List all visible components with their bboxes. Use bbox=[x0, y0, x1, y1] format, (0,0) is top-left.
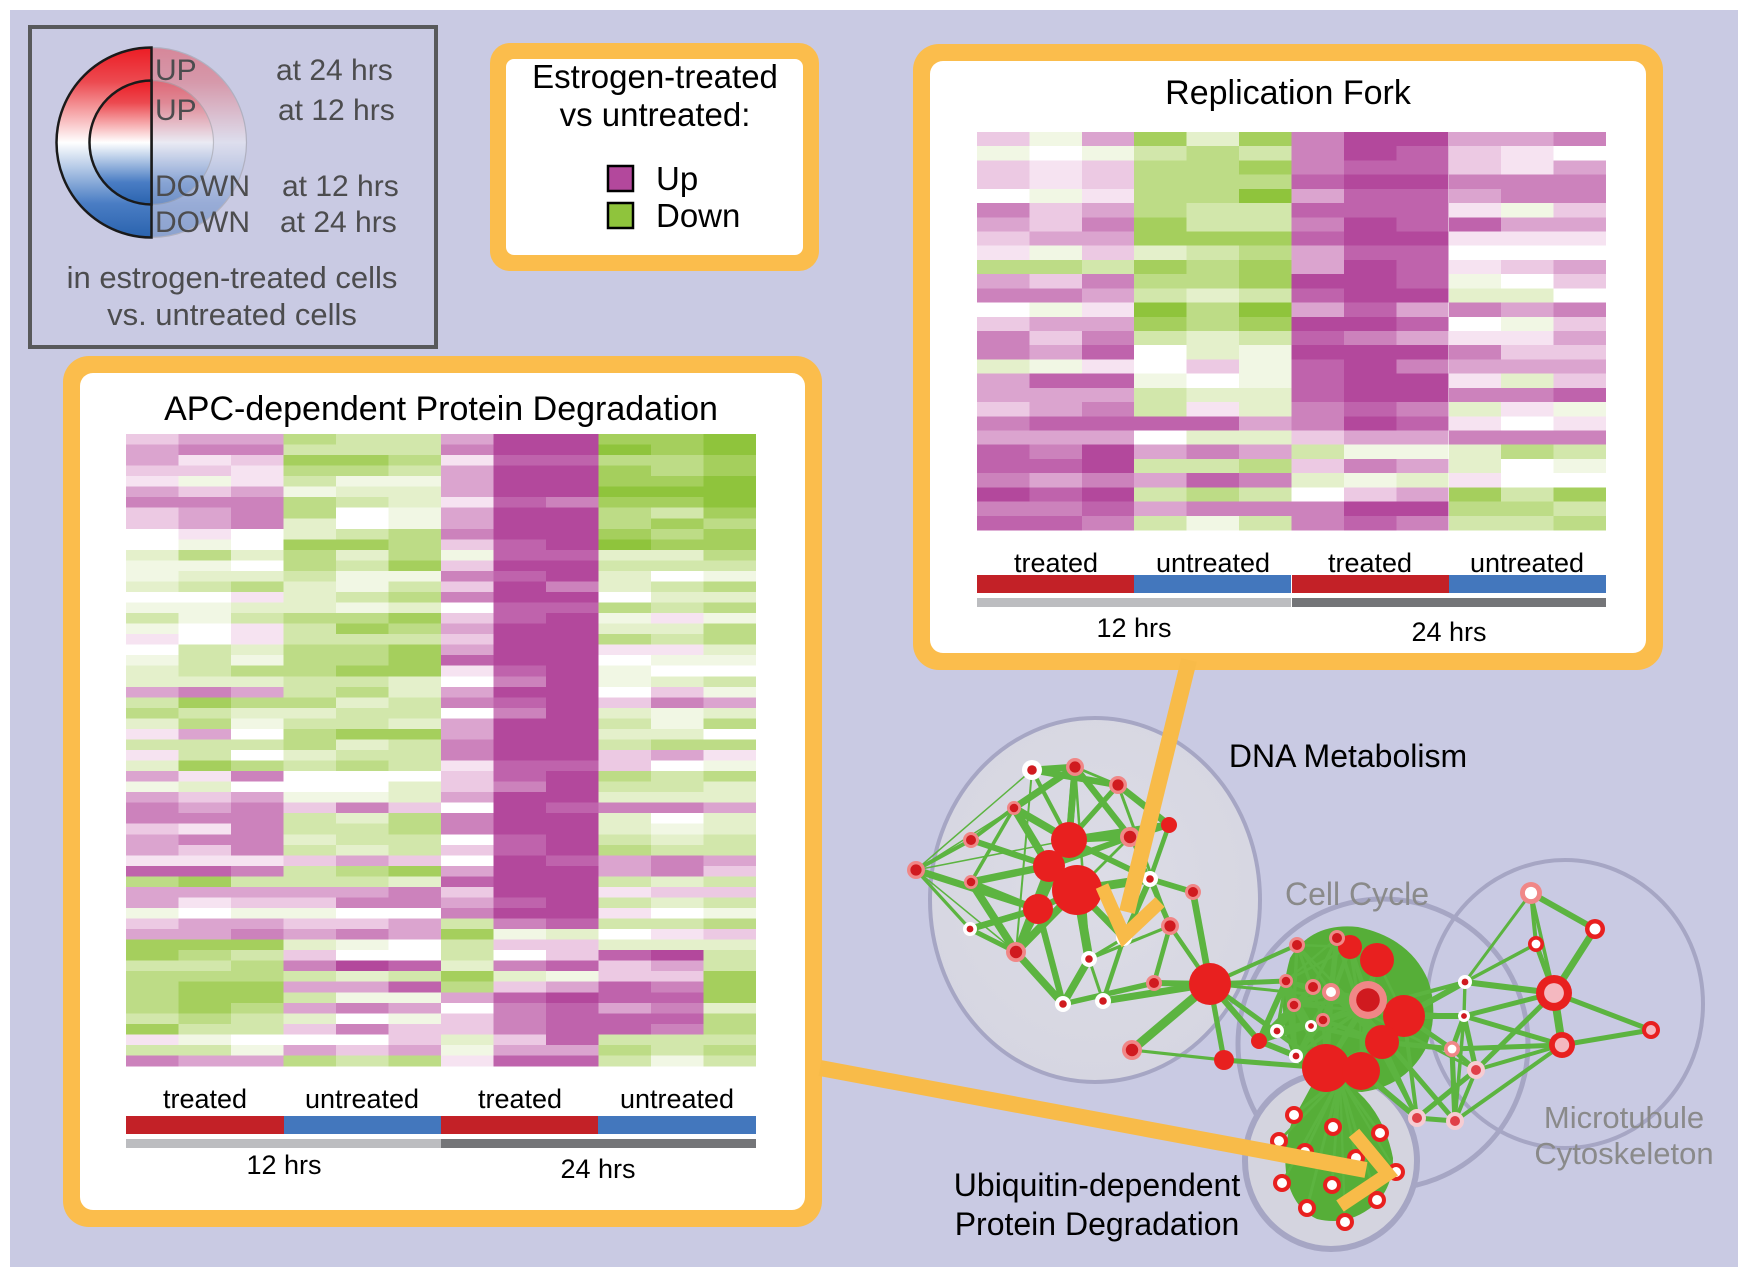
svg-text:Ubiquitin-dependent: Ubiquitin-dependent bbox=[954, 1167, 1241, 1203]
svg-text:12 hrs: 12 hrs bbox=[246, 1150, 321, 1180]
svg-text:in estrogen-treated cells: in estrogen-treated cells bbox=[67, 260, 398, 295]
svg-text:12 hrs: 12 hrs bbox=[1096, 613, 1171, 643]
svg-text:Down: Down bbox=[656, 197, 740, 234]
svg-text:Replication Fork: Replication Fork bbox=[1165, 74, 1412, 112]
svg-text:at 24 hrs: at 24 hrs bbox=[276, 54, 393, 87]
svg-text:vs. untreated cells: vs. untreated cells bbox=[107, 297, 357, 332]
svg-text:24 hrs: 24 hrs bbox=[1411, 617, 1486, 647]
svg-text:at 12 hrs: at 12 hrs bbox=[282, 170, 399, 203]
svg-text:untreated: untreated bbox=[620, 1084, 734, 1114]
svg-text:DOWN: DOWN bbox=[155, 170, 250, 203]
svg-text:Protein Degradation: Protein Degradation bbox=[955, 1206, 1240, 1242]
svg-text:at 12 hrs: at 12 hrs bbox=[278, 94, 395, 127]
svg-text:UP: UP bbox=[155, 94, 197, 127]
svg-text:Cytoskeleton: Cytoskeleton bbox=[1534, 1136, 1713, 1171]
svg-text:untreated: untreated bbox=[1156, 548, 1270, 578]
svg-text:treated: treated bbox=[163, 1084, 247, 1114]
svg-text:24 hrs: 24 hrs bbox=[560, 1154, 635, 1184]
svg-text:vs untreated:: vs untreated: bbox=[560, 96, 751, 133]
svg-text:treated: treated bbox=[1014, 548, 1098, 578]
svg-text:APC-dependent Protein Degradat: APC-dependent Protein Degradation bbox=[164, 390, 718, 428]
svg-text:Up: Up bbox=[656, 160, 698, 197]
svg-text:Estrogen-treated: Estrogen-treated bbox=[532, 58, 778, 95]
svg-text:DNA Metabolism: DNA Metabolism bbox=[1229, 738, 1467, 774]
svg-text:untreated: untreated bbox=[305, 1084, 419, 1114]
svg-text:Cell Cycle: Cell Cycle bbox=[1285, 876, 1429, 912]
svg-text:Microtubule: Microtubule bbox=[1544, 1100, 1704, 1135]
svg-text:treated: treated bbox=[1328, 548, 1412, 578]
svg-text:treated: treated bbox=[478, 1084, 562, 1114]
svg-text:untreated: untreated bbox=[1470, 548, 1584, 578]
svg-text:UP: UP bbox=[155, 54, 197, 87]
svg-text:at 24 hrs: at 24 hrs bbox=[280, 206, 397, 239]
svg-text:DOWN: DOWN bbox=[155, 206, 250, 239]
